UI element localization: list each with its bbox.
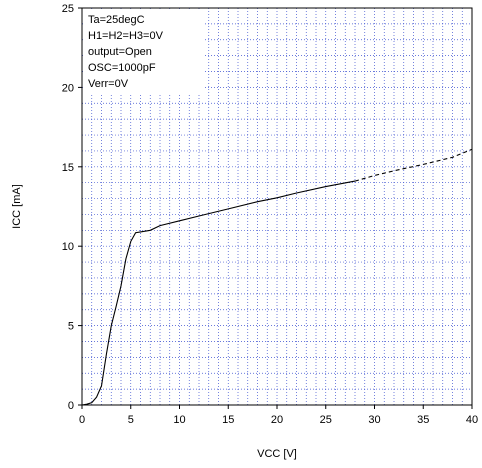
annotation-line: Verr=0V [88,78,129,90]
x-tick-label: 30 [368,414,380,426]
annotation-line: H1=H2=H3=0V [88,30,164,42]
y-tick-labels: 0 5 10 15 20 25 [62,3,82,412]
annotation-background [84,11,204,93]
x-tick-label: 20 [271,414,283,426]
y-tick-label: 15 [62,162,74,174]
annotation-line: OSC=1000pF [88,62,156,74]
y-tick-label: 25 [62,3,74,15]
icc-curve-dashed [354,148,473,182]
x-tick-labels: 0 5 10 15 20 25 30 35 40 [79,405,478,426]
y-tick-label: 5 [68,321,74,333]
series-layer [81,148,473,406]
y-tick-label: 0 [68,400,74,412]
x-tick-label: 40 [466,414,478,426]
x-tick-label: 15 [222,414,234,426]
y-tick-label: 20 [62,82,74,94]
x-tick-label: 35 [417,414,429,426]
x-tick-label: 10 [173,414,185,426]
y-tick-label: 10 [62,241,74,253]
y-axis-label: ICC [mA] [11,184,23,229]
annotation-line: Ta=25degC [88,14,145,26]
x-axis-label: VCC [V] [257,448,297,460]
x-tick-label: 5 [128,414,134,426]
x-tick-label: 25 [320,414,332,426]
annotation-line: output=Open [88,46,152,58]
conditions-annotation: Ta=25degC H1=H2=H3=0V output=Open OSC=1000p… [84,11,204,93]
icc-curve [81,180,356,406]
x-tick-label: 0 [79,414,85,426]
